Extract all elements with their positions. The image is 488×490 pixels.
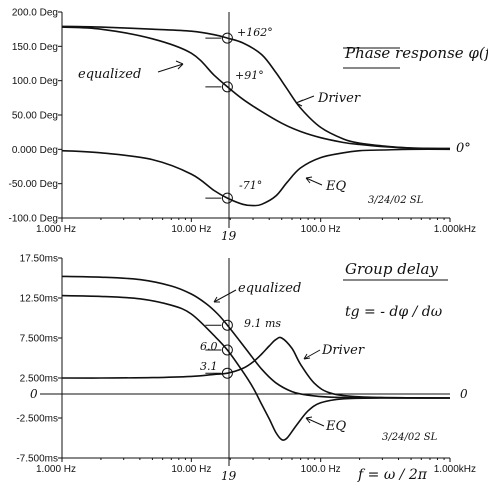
- delay-arrow-equalized: [213, 289, 237, 303]
- phase-marker-point: [221, 192, 233, 204]
- phase-series-label-eq: EQ: [325, 179, 346, 194]
- delay-annot-91: 9.1 ms: [244, 317, 281, 330]
- delay-ytick-label: 7.500ms: [20, 334, 58, 345]
- phase-series-driver-line: [61, 25, 451, 150]
- delay-series-driver-line: [61, 336, 451, 399]
- phase-marker-point: [221, 81, 233, 93]
- delay-series-label-eq: EQ: [325, 419, 346, 434]
- group-delay-panel: 17.50ms 12.50ms 7.500ms 2.500ms -2.500ms -7.5…: [16, 254, 476, 484]
- phase-marker-point: [221, 32, 233, 44]
- phase-series-eq-line: [61, 148, 451, 207]
- delay-ytick-label: 17.50ms: [20, 254, 58, 265]
- phase-series-equalized-line: [61, 26, 451, 150]
- phase-annot-date: 3/24/02 SL: [368, 195, 424, 206]
- phase-xtick-label: 1.000 Hz: [36, 224, 76, 235]
- delay-annot-60: 6.0: [200, 340, 218, 353]
- delay-xtick-label: 1.000kHz: [434, 464, 476, 475]
- phase-arrow-driver: [295, 95, 315, 107]
- delay-zero-right-label: 0: [460, 387, 468, 401]
- delay-series-eq-line: [61, 294, 451, 441]
- delay-annot-date: 3/24/02 SL: [382, 432, 438, 443]
- delay-series-label-equalized: equalized: [238, 281, 301, 296]
- delay-ytick-label: -7.500ms: [16, 454, 58, 465]
- phase-annot-71: -71°: [239, 179, 262, 192]
- phase-annot-zero: 0°: [456, 141, 471, 156]
- phase-ytick-label: 0.000 Deg: [12, 145, 58, 156]
- delay-marker-point: [221, 319, 233, 331]
- delay-zero-left-label: 0: [30, 387, 38, 401]
- delay-arrow-eq: [305, 416, 325, 427]
- delay-series-equalized-line: [61, 275, 451, 399]
- phase-panel: 200.0 Deg 150.0 Deg 100.0 Deg 50.00 Deg 0.00…: [9, 8, 488, 244]
- phase-xtick-label: 1.000kHz: [434, 224, 476, 235]
- delay-arrow-driver: [303, 349, 321, 360]
- delay-marker-point: [221, 344, 233, 356]
- delay-xtick-label: 1.000 Hz: [36, 464, 76, 475]
- delay-annot-31: 3.1: [200, 360, 218, 373]
- phase-arrow-equalized: [157, 60, 184, 73]
- phase-series-label-equalized: equalized: [78, 67, 141, 82]
- phase-series-label-driver: Driver: [317, 91, 361, 106]
- phase-annot-162: +162°: [237, 26, 273, 39]
- phase-ytick-label: -100.0 Deg: [9, 214, 58, 225]
- phase-xtick-label: 100.0 Hz: [301, 224, 341, 235]
- phase-ytick-label: 150.0 Deg: [12, 42, 58, 53]
- delay-formula: tg = - dφ / dω: [345, 304, 443, 320]
- phase-xtick-label: 10.00 Hz: [171, 224, 211, 235]
- delay-series-label-driver: Driver: [321, 343, 365, 358]
- delay-xtick-label: 100.0 Hz: [301, 464, 341, 475]
- delay-ytick-label: -2.500ms: [16, 414, 58, 425]
- delay-title: Group delay: [345, 260, 438, 278]
- phase-marker-label: 19: [221, 229, 237, 243]
- delay-ytick-label: 12.50ms: [20, 294, 58, 305]
- phase-title: Phase response φ(f): [344, 44, 488, 62]
- phase-arrow-eq: [305, 176, 323, 186]
- delay-marker-label: 19: [221, 469, 237, 483]
- phase-ytick-label: 200.0 Deg: [12, 8, 58, 19]
- delay-marker-point: [221, 367, 233, 379]
- phase-annot-91: +91°: [235, 69, 264, 82]
- delay-xtick-label: 10.00 Hz: [171, 464, 211, 475]
- phase-ytick-label: 100.0 Deg: [12, 76, 58, 87]
- phase-ytick-label: 50.00 Deg: [12, 111, 58, 122]
- phase-ytick-label: -50.00 Deg: [9, 179, 58, 190]
- delay-ytick-label: 2.500ms: [20, 374, 58, 385]
- delay-xlabel: f = ω / 2π: [357, 467, 428, 483]
